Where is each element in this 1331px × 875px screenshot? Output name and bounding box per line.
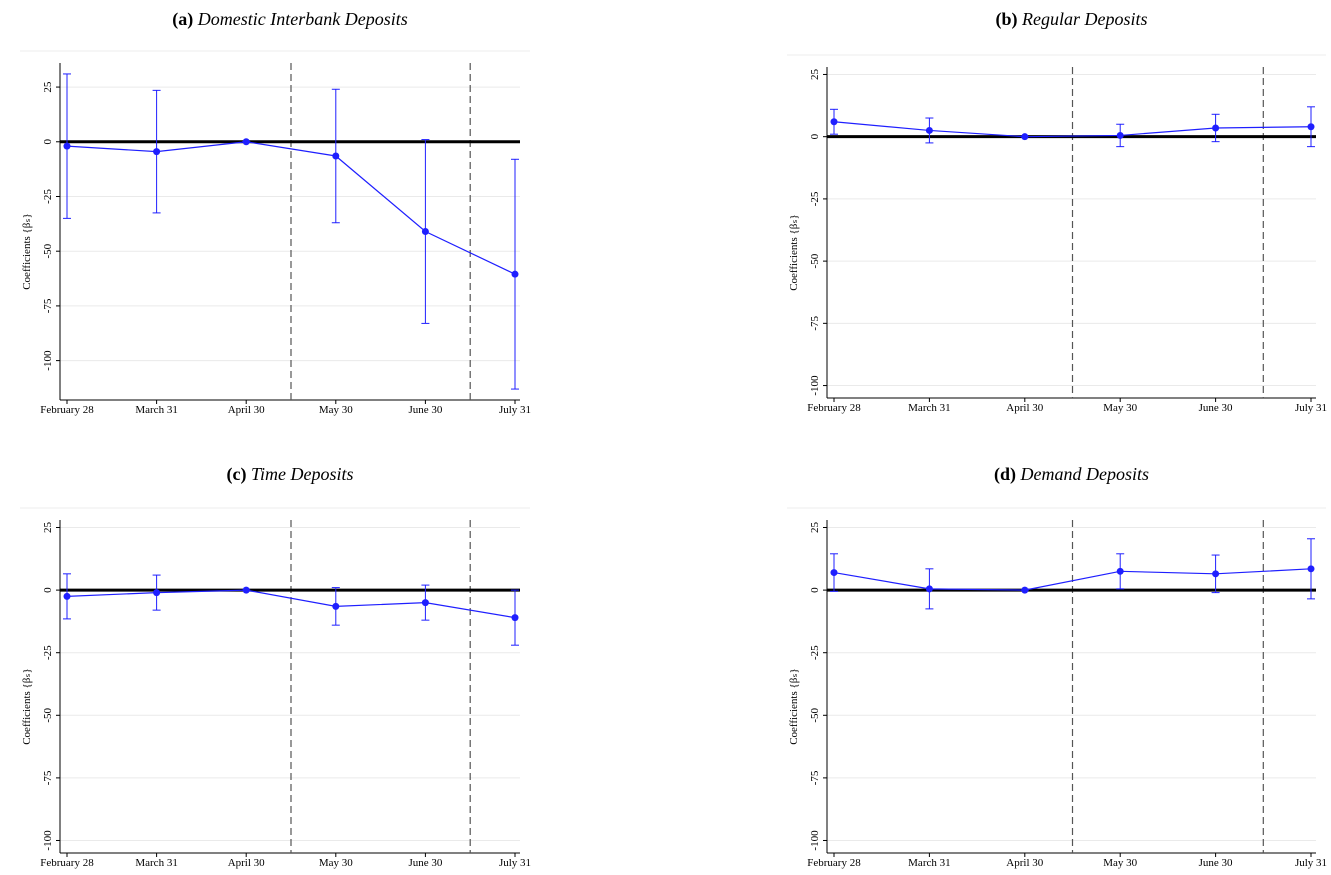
point bbox=[511, 270, 519, 278]
x-tick-label: May 30 bbox=[319, 857, 353, 869]
x-tick-label: February 28 bbox=[40, 857, 94, 869]
point bbox=[1212, 570, 1220, 578]
point bbox=[63, 142, 71, 150]
panel-label: (a) bbox=[172, 9, 193, 30]
y-tick-label: -75 bbox=[809, 316, 821, 331]
point bbox=[511, 614, 519, 622]
x-tick-label: April 30 bbox=[228, 404, 265, 416]
x-tick-label: March 31 bbox=[908, 402, 950, 414]
y-tick-label: -25 bbox=[42, 645, 54, 660]
point bbox=[153, 148, 161, 156]
x-tick-label: February 28 bbox=[807, 402, 861, 414]
panel-label: (c) bbox=[227, 464, 247, 485]
point bbox=[830, 569, 838, 577]
y-tick-label: 25 bbox=[42, 81, 54, 93]
series-line bbox=[833, 121, 1312, 138]
x-tick-label: May 30 bbox=[319, 404, 353, 416]
point bbox=[153, 589, 161, 597]
y-tick-label: 0 bbox=[42, 139, 54, 145]
panel-label: (d) bbox=[994, 464, 1016, 485]
panel-title: (b) Regular Deposits bbox=[996, 9, 1148, 30]
y-tick-label: -100 bbox=[42, 830, 54, 851]
x-tick-label: March 31 bbox=[135, 857, 177, 869]
y-tick-label: 0 bbox=[809, 133, 821, 139]
panel-title: (c) Time Deposits bbox=[227, 464, 354, 485]
y-axis-label: Coefficients {βₛ} bbox=[788, 214, 800, 291]
point bbox=[421, 228, 429, 235]
y-tick-label: -50 bbox=[42, 707, 54, 722]
y-tick-label: -50 bbox=[42, 243, 54, 258]
point bbox=[1307, 123, 1315, 131]
x-tick-label: July 31 bbox=[499, 404, 531, 416]
y-tick-label: -50 bbox=[809, 707, 821, 722]
x-tick-label: June 30 bbox=[408, 404, 442, 416]
x-tick-label: March 31 bbox=[135, 404, 177, 416]
point bbox=[1116, 131, 1124, 139]
panel-title-text: Domestic Interbank Deposits bbox=[197, 9, 408, 29]
panel-title-text: Demand Deposits bbox=[1020, 464, 1150, 484]
y-tick-label: -100 bbox=[42, 350, 54, 371]
x-tick-label: May 30 bbox=[1103, 857, 1137, 869]
point bbox=[332, 152, 340, 160]
point bbox=[1021, 133, 1029, 141]
y-tick-label: -100 bbox=[809, 375, 821, 396]
y-tick-label: -75 bbox=[42, 298, 54, 313]
point bbox=[1116, 567, 1124, 575]
panel-label: (b) bbox=[996, 9, 1018, 30]
panel-title-text: Time Deposits bbox=[251, 464, 354, 484]
y-tick-label: 0 bbox=[809, 587, 821, 593]
y-axis-label: Coefficients {βₛ} bbox=[21, 668, 33, 745]
x-tick-label: July 31 bbox=[499, 857, 531, 869]
x-tick-label: July 31 bbox=[1295, 857, 1327, 869]
y-tick-label: -25 bbox=[809, 191, 821, 206]
y-tick-label: -50 bbox=[809, 253, 821, 268]
panel-title: (a) Domestic Interbank Deposits bbox=[172, 9, 407, 30]
point bbox=[242, 586, 250, 594]
x-tick-label: July 31 bbox=[1295, 402, 1327, 414]
y-tick-label: 25 bbox=[42, 522, 54, 534]
x-tick-label: April 30 bbox=[1006, 857, 1043, 869]
y-tick-label: -100 bbox=[809, 830, 821, 851]
y-axis-label: Coefficients {βₛ} bbox=[788, 668, 800, 745]
x-tick-label: June 30 bbox=[408, 857, 442, 869]
y-axis-label: Coefficients {βₛ} bbox=[21, 213, 33, 290]
y-tick-label: -75 bbox=[42, 770, 54, 785]
point bbox=[1021, 586, 1029, 594]
y-tick-label: 25 bbox=[809, 68, 821, 80]
point bbox=[925, 126, 933, 134]
point bbox=[421, 599, 429, 607]
x-tick-label: June 30 bbox=[1199, 402, 1233, 414]
x-tick-label: April 30 bbox=[228, 857, 265, 869]
point bbox=[925, 585, 933, 593]
series-line bbox=[66, 141, 516, 275]
point bbox=[242, 138, 250, 146]
x-tick-label: June 30 bbox=[1199, 857, 1233, 869]
y-tick-label: -25 bbox=[42, 189, 54, 204]
point bbox=[830, 118, 838, 126]
x-tick-label: May 30 bbox=[1103, 402, 1137, 414]
series-line bbox=[66, 589, 516, 619]
y-tick-label: -25 bbox=[809, 645, 821, 660]
panel-title: (d) Demand Deposits bbox=[994, 464, 1149, 485]
x-tick-label: March 31 bbox=[908, 857, 950, 869]
point bbox=[63, 592, 71, 600]
x-tick-label: April 30 bbox=[1006, 402, 1043, 414]
x-tick-label: February 28 bbox=[807, 857, 861, 869]
series-line bbox=[833, 568, 1312, 591]
point bbox=[1212, 124, 1220, 132]
point bbox=[332, 602, 340, 610]
panel-title-text: Regular Deposits bbox=[1021, 9, 1148, 29]
x-tick-label: February 28 bbox=[40, 404, 94, 416]
y-tick-label: -75 bbox=[809, 770, 821, 785]
y-tick-label: 25 bbox=[809, 522, 821, 534]
y-tick-label: 0 bbox=[42, 587, 54, 593]
point bbox=[1307, 565, 1315, 573]
